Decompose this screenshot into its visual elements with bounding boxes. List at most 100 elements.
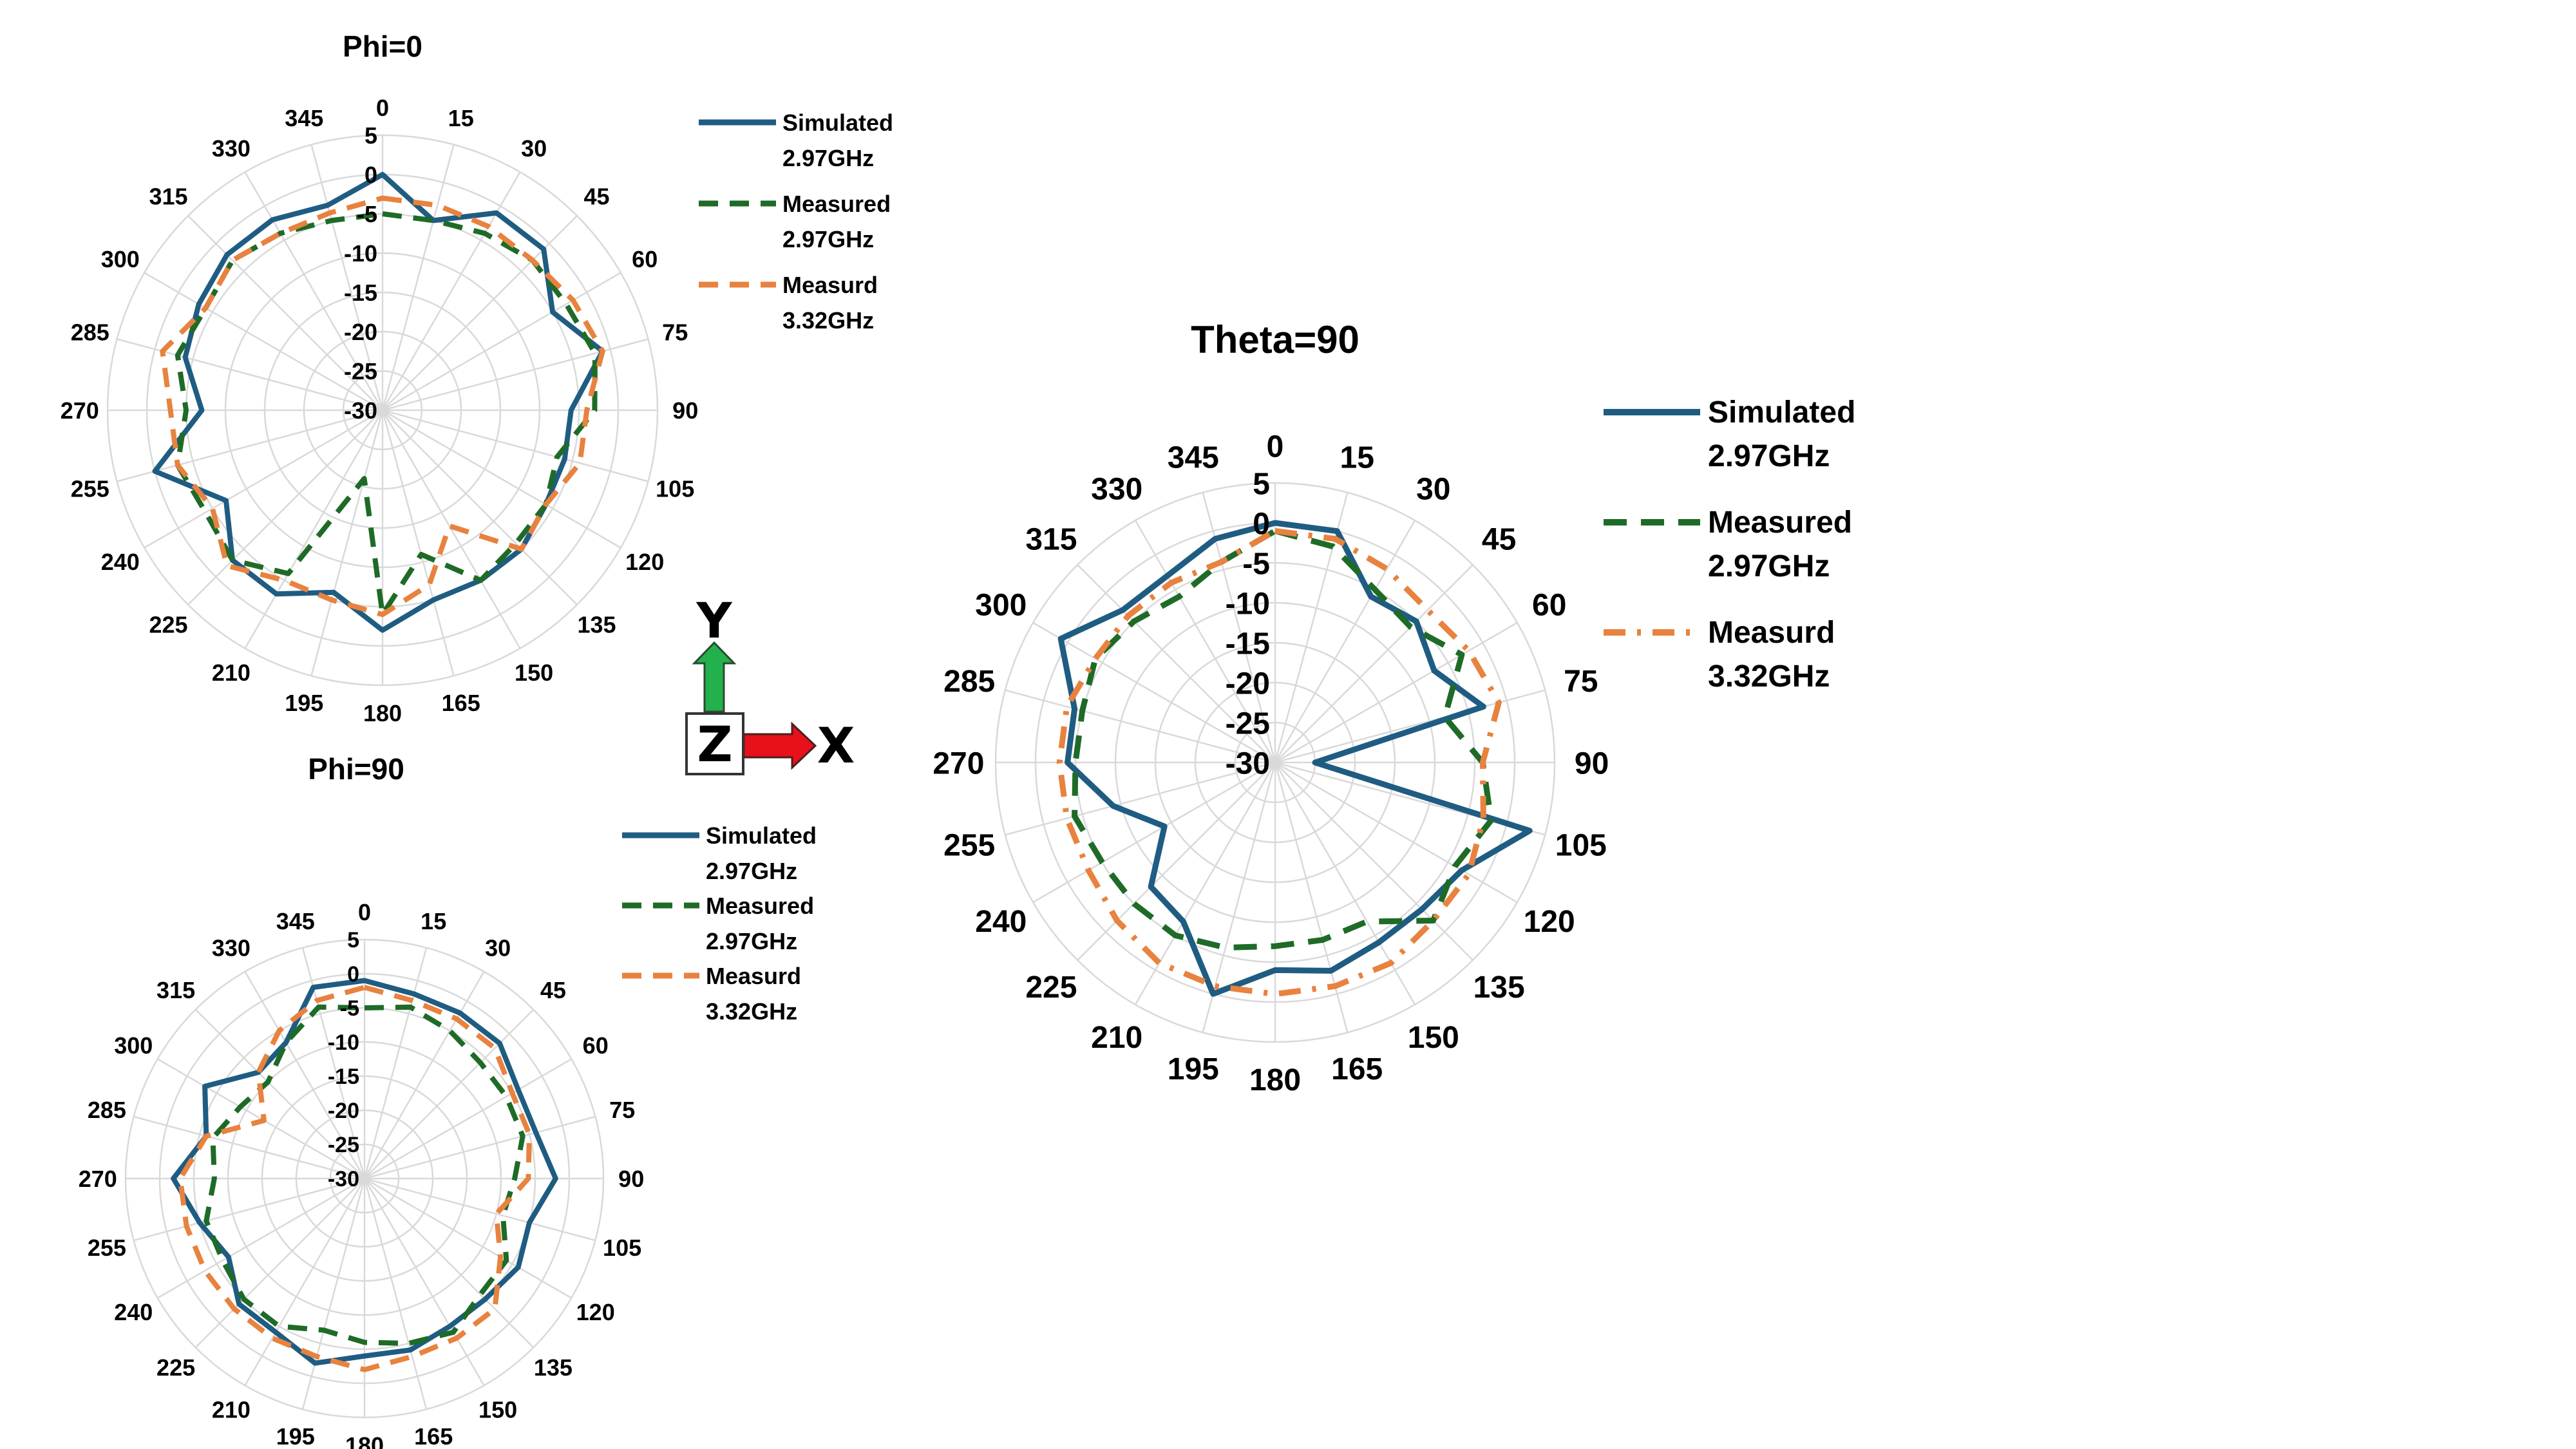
legend-label-simulated-freq: 2.97GHz <box>706 858 797 884</box>
angle-tick-label: 315 <box>149 184 187 210</box>
angle-tick-label: 45 <box>583 184 609 210</box>
grid-spoke <box>382 272 621 412</box>
series-simulated <box>1057 520 1533 997</box>
angle-tick-label: 165 <box>1331 1052 1383 1086</box>
z-axis-label: Z <box>697 715 732 773</box>
radial-tick-label: -15 <box>344 279 377 306</box>
angle-tick-label: 345 <box>276 908 315 934</box>
angle-tick-label: 105 <box>656 476 694 502</box>
angle-tick-label: 345 <box>285 105 323 131</box>
legend-label-simulated-freq: 2.97GHz <box>1708 439 1830 473</box>
grid-spoke <box>364 1058 572 1180</box>
angle-tick-label: 330 <box>212 934 251 961</box>
angle-tick-label: 240 <box>114 1299 153 1325</box>
angle-tick-label: 255 <box>943 829 995 863</box>
angle-tick-label: 270 <box>61 397 99 424</box>
angle-tick-label: 0 <box>376 95 389 121</box>
grid-spoke <box>244 1178 366 1386</box>
angle-tick-label: 90 <box>618 1166 644 1192</box>
angle-tick-label: 225 <box>149 611 187 638</box>
angle-tick-label: 45 <box>1482 523 1516 557</box>
angle-tick-label: 345 <box>1168 440 1219 475</box>
grid-spoke <box>364 1177 572 1299</box>
angle-tick-label: 135 <box>577 611 616 638</box>
angle-tick-label: 195 <box>285 690 323 716</box>
grid-spoke <box>1134 762 1276 1005</box>
legend-label-measurd: Measurd <box>1708 616 1835 650</box>
angle-tick-label: 135 <box>1473 971 1525 1005</box>
angle-tick-label: 330 <box>1091 473 1142 507</box>
legend-label-measured-freq: 2.97GHz <box>706 928 797 954</box>
angle-tick-label: 285 <box>88 1097 126 1123</box>
angle-tick-label: 0 <box>1267 430 1284 464</box>
grid-spoke <box>117 338 383 412</box>
legend-label-measurd-freq: 3.32GHz <box>1708 659 1830 694</box>
series-simulated <box>152 172 605 633</box>
legend-theta90: Simulated 2.97GHz Measured 2.97GHz Measu… <box>1604 395 1855 694</box>
angle-tick-label: 90 <box>1575 746 1609 781</box>
grid-spoke <box>382 409 649 482</box>
grid-spoke <box>1077 762 1276 961</box>
angle-tick-label: 150 <box>478 1397 517 1423</box>
polar-chart-phi0: 50-5-10-15-20-25-300 15304560759010512013… <box>61 95 698 726</box>
legend-phi0: Simulated 2.97GHz Measured 2.97GHz Measu… <box>699 109 893 334</box>
legend-label-measured: Measured <box>1708 506 1852 540</box>
angle-tick-label: 270 <box>79 1166 117 1192</box>
angle-tick-label: 75 <box>662 319 688 345</box>
angle-tick-label: 120 <box>625 549 664 575</box>
radial-tick-label: -10 <box>328 1030 359 1055</box>
grid-spoke <box>382 215 578 411</box>
angle-tick-label: 300 <box>975 589 1027 623</box>
grid-spoke <box>381 171 521 411</box>
legend-label-simulated: Simulated <box>782 109 893 136</box>
angle-tick-label: 180 <box>363 700 402 726</box>
angle-tick-label: 210 <box>1091 1021 1142 1055</box>
angle-tick-label: 195 <box>1168 1052 1219 1086</box>
radial-tick-label: 5 <box>1253 467 1270 501</box>
legend-label-measured: Measured <box>706 893 814 919</box>
grid-spoke <box>1274 520 1416 763</box>
angle-tick-label: 255 <box>71 476 109 502</box>
radial-tick-label: 5 <box>347 928 359 952</box>
angle-tick-label: 90 <box>672 397 698 424</box>
angle-tick-label: 120 <box>576 1299 615 1325</box>
grid-spoke <box>194 1009 365 1179</box>
grid-spoke <box>194 1178 365 1349</box>
polar-chart-phi90: 5 0 -5 -10 -15 -20 -25 -30 0 15 30 45 60 75 90 105 120 13… <box>79 899 644 1449</box>
radial-tick-label: -5 <box>340 996 359 1021</box>
grid-spoke <box>381 144 455 411</box>
angle-tick-label: 150 <box>515 659 553 686</box>
grid-spoke <box>363 971 485 1179</box>
series-measured-332 <box>177 985 532 1372</box>
grid-spoke <box>1274 762 1473 961</box>
y-axis-arrow <box>692 641 737 713</box>
angle-tick-label: 135 <box>534 1354 573 1381</box>
grid-spoke <box>244 171 384 411</box>
radial-tick-label: 0 <box>347 962 359 987</box>
grid-spoke <box>157 1177 365 1299</box>
legend-phi90: Simulated 2.97GHz Measured 2.97GHz Measu… <box>622 822 817 1025</box>
radial-tick-label: -10 <box>1226 587 1270 621</box>
angle-tick-label: 225 <box>1025 971 1077 1005</box>
angle-tick-label: 150 <box>1408 1021 1459 1055</box>
legend-label-measurd: Measurd <box>782 272 878 298</box>
grid-spoke <box>1032 761 1276 904</box>
angle-tick-label: 75 <box>609 1097 635 1123</box>
grid-spoke <box>1005 689 1276 764</box>
grid-spoke <box>1274 621 1518 764</box>
radial-tick-label: -25 <box>1226 706 1270 741</box>
legend-label-measured-freq: 2.97GHz <box>782 226 874 252</box>
grid-spoke <box>144 409 383 549</box>
radial-tick-label: -5 <box>357 201 377 227</box>
z-axis-box <box>685 712 744 775</box>
angle-tick-label: 45 <box>540 977 566 1003</box>
series-measured-297 <box>204 1004 526 1346</box>
grid-spoke <box>310 410 384 676</box>
grid-spoke <box>133 1177 365 1242</box>
coordinate-axes-indicator: Y Z X <box>685 592 855 775</box>
legend-label-simulated: Simulated <box>1708 395 1855 430</box>
angle-tick-label: 15 <box>448 105 474 131</box>
grid-spoke <box>310 144 384 411</box>
angle-tick-label: 165 <box>414 1423 453 1449</box>
